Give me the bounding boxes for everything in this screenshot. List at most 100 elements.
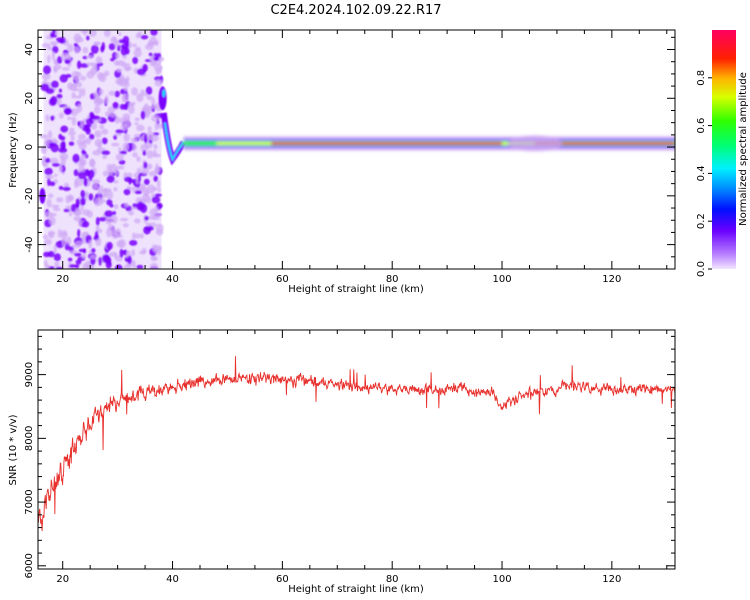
speckle [151,97,156,107]
speckle [75,77,79,85]
speckle [153,149,157,157]
speckle [93,91,99,98]
colorbar-tick-label: 0.2 [696,213,707,229]
speckle [83,124,89,130]
speckle [144,216,150,221]
x-tick-label: 40 [166,574,179,585]
speckle [78,141,87,151]
speckle [56,93,63,99]
speckle [114,167,119,176]
speckle [71,116,77,126]
noise-speckles [39,30,165,269]
spectrogram-x-axis-label: Height of straight line (km) [288,284,424,295]
speckle [110,113,117,118]
speckle [48,216,56,226]
y-tick-label: 7000 [24,489,35,514]
speckle [132,56,139,65]
speckle [141,168,149,175]
speckle [76,60,82,69]
speckle [98,88,104,96]
speckle [74,252,82,257]
speckle [151,187,158,191]
speckle [69,127,75,132]
speckle [58,88,63,93]
speckle [113,180,119,184]
speckle [68,141,75,146]
speckle [86,62,94,66]
speckle [148,52,153,57]
speckle [49,181,56,187]
speckle [141,194,151,203]
speckle [49,41,59,45]
speckle [91,115,101,120]
speckle [145,222,151,227]
speckle [94,231,99,240]
colorbar-bar [712,30,736,269]
speckle [154,205,159,212]
speckle [92,149,102,156]
speckle [115,129,124,134]
speckle [86,35,90,41]
speckle [150,30,158,36]
speckle [66,44,74,53]
speckle [57,56,63,64]
speckle [60,125,69,133]
speckle [112,211,116,216]
speckle [145,86,153,95]
speckle [85,118,94,125]
speckle [77,166,86,173]
speckle [140,110,146,120]
speckle [143,161,148,169]
speckle [68,209,73,217]
speckle [79,160,87,167]
speckle [154,193,162,197]
speckle [90,44,99,54]
x-tick-label: 40 [166,274,179,285]
colorbar: 0.0 0.2 0.4 0.6 0.8 Normalized spectral ampl… [696,30,749,277]
speckle [63,107,72,115]
speckle [91,248,96,253]
speckle [156,179,161,189]
speckle [139,232,145,239]
speckle [128,104,135,114]
speckle [46,198,52,208]
speckle [63,208,70,213]
speckle [68,261,72,266]
speckle [98,256,102,266]
speckle [48,232,54,239]
speckle [95,216,100,226]
speckle [92,183,99,190]
colorbar-tick-label: 0.8 [696,70,707,86]
speckle [97,186,101,196]
speckle [93,41,99,46]
speckle [85,128,91,135]
speckle [78,133,87,140]
colorbar-ticks: 0.0 0.2 0.4 0.6 0.8 [696,70,712,277]
speckle [79,30,89,33]
speckle [53,66,58,74]
speckle [82,46,89,54]
speckle [133,218,141,224]
y-tick-label: 9000 [24,362,35,387]
speckle [136,124,145,132]
speckle [58,164,63,173]
colorbar-tick-label: 0.6 [696,118,707,134]
speckle [65,205,72,210]
speckle [57,229,63,238]
speckle [54,261,60,269]
speckle [64,59,71,65]
speckle [94,130,102,138]
speckle [111,215,118,224]
x-tick-label: 120 [602,274,621,285]
speckle [55,266,63,269]
speckle [89,133,95,140]
speckle [104,210,114,218]
speckle [128,210,135,216]
speckle [117,165,125,170]
spectrogram-y-axis-label: Frequency (Hz) [8,112,19,188]
speckle [131,87,138,96]
speckle [153,64,163,72]
speckle [59,152,69,161]
speckle [145,225,154,231]
speckle [58,185,64,190]
